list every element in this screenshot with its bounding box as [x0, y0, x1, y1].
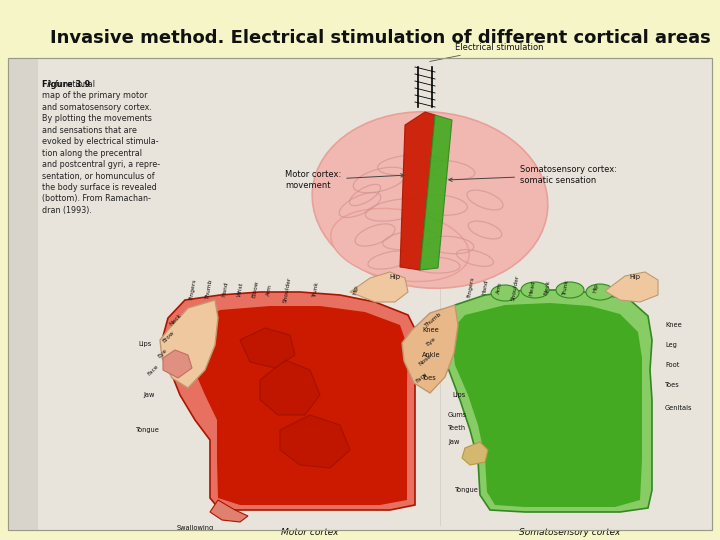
- Text: Gums: Gums: [448, 412, 467, 418]
- Text: Neck: Neck: [544, 280, 552, 295]
- Polygon shape: [462, 442, 488, 465]
- Text: Arm: Arm: [266, 283, 273, 296]
- Text: Thumb: Thumb: [205, 279, 214, 300]
- Polygon shape: [452, 303, 642, 507]
- Ellipse shape: [586, 284, 614, 300]
- Polygon shape: [420, 115, 452, 270]
- Polygon shape: [605, 272, 658, 302]
- Text: Face: Face: [415, 372, 428, 384]
- Text: Fingers: Fingers: [188, 279, 197, 300]
- Text: Neck: Neck: [169, 313, 183, 327]
- Text: A functional
map of the primary motor
and somatosensory cortex.
By plotting the : A functional map of the primary motor an…: [42, 80, 160, 215]
- Text: Toes: Toes: [422, 375, 437, 381]
- Text: Knee: Knee: [665, 322, 682, 328]
- Ellipse shape: [521, 282, 549, 298]
- Text: Jaw: Jaw: [143, 392, 155, 398]
- Text: Toes: Toes: [665, 382, 680, 388]
- Text: Thumb: Thumb: [423, 312, 442, 328]
- Text: Hand: Hand: [222, 281, 230, 298]
- Text: Knee: Knee: [422, 327, 438, 333]
- Text: Jaw: Jaw: [448, 439, 459, 445]
- Text: Electrical stimulation: Electrical stimulation: [430, 43, 544, 62]
- Text: Trunk: Trunk: [312, 281, 320, 298]
- Text: Teeth: Teeth: [448, 425, 466, 431]
- FancyBboxPatch shape: [8, 58, 712, 530]
- Text: Ankle: Ankle: [422, 352, 441, 358]
- Polygon shape: [280, 415, 350, 468]
- FancyBboxPatch shape: [8, 58, 38, 530]
- Text: Somatosensory cortex:
somatic sensation: Somatosensory cortex: somatic sensation: [449, 165, 617, 185]
- Polygon shape: [402, 305, 458, 393]
- Text: Motor cortex: Motor cortex: [282, 528, 338, 537]
- Text: Trunk: Trunk: [562, 279, 570, 296]
- Polygon shape: [162, 292, 418, 510]
- Text: Brow: Brow: [161, 330, 175, 344]
- Text: Lips: Lips: [139, 341, 152, 347]
- Ellipse shape: [312, 112, 548, 288]
- Text: Eye: Eye: [426, 336, 437, 347]
- Ellipse shape: [556, 282, 584, 298]
- Text: Foot: Foot: [665, 362, 680, 368]
- Text: Motor cortex:
movement: Motor cortex: movement: [285, 170, 404, 190]
- Text: Hip: Hip: [593, 282, 599, 293]
- Text: Lips: Lips: [452, 392, 465, 398]
- Polygon shape: [400, 112, 435, 270]
- Text: Tongue: Tongue: [455, 487, 479, 493]
- Polygon shape: [210, 500, 248, 522]
- Polygon shape: [260, 360, 320, 415]
- Text: Eye: Eye: [157, 347, 168, 359]
- Polygon shape: [350, 272, 408, 302]
- Text: Shoulder: Shoulder: [283, 276, 292, 303]
- Text: Tongue: Tongue: [136, 427, 160, 433]
- Ellipse shape: [330, 208, 469, 281]
- Text: Leg: Leg: [665, 342, 677, 348]
- Text: Fingers: Fingers: [467, 276, 475, 299]
- Text: Figure 3.9: Figure 3.9: [42, 80, 90, 89]
- Polygon shape: [163, 350, 192, 378]
- Text: Wrist: Wrist: [237, 282, 244, 298]
- Text: Genitals: Genitals: [665, 405, 693, 411]
- Text: Nose: Nose: [418, 353, 433, 367]
- Text: Hip: Hip: [629, 274, 641, 280]
- Text: Swallowing: Swallowing: [176, 525, 214, 531]
- Polygon shape: [240, 328, 295, 368]
- Text: Hip: Hip: [352, 284, 359, 295]
- Text: Hand: Hand: [482, 280, 490, 295]
- Text: Head: Head: [528, 279, 536, 296]
- Polygon shape: [188, 306, 408, 505]
- Text: Arm: Arm: [496, 281, 503, 294]
- Text: Invasive method. Electrical stimulation of different cortical areas: Invasive method. Electrical stimulation …: [50, 29, 711, 47]
- Text: Somatosensory cortex: Somatosensory cortex: [519, 528, 621, 537]
- Text: Shoulder: Shoulder: [510, 274, 521, 301]
- Polygon shape: [442, 290, 652, 512]
- Text: Face: Face: [147, 363, 160, 376]
- Text: Elbow: Elbow: [251, 280, 259, 299]
- Text: Hip: Hip: [390, 274, 400, 280]
- Ellipse shape: [491, 285, 519, 301]
- Polygon shape: [160, 300, 218, 388]
